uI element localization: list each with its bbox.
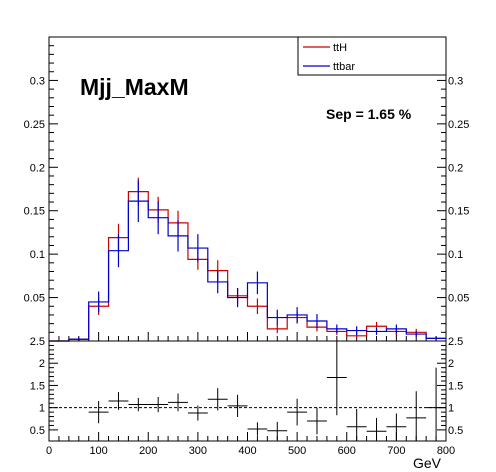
chart-title: Mjj_MaxM — [80, 74, 189, 100]
bottom-xtick-label: 0 — [46, 445, 52, 457]
ratio-points — [88, 341, 446, 441]
legend-box — [297, 36, 447, 76]
bottom-xtick-label: 800 — [437, 445, 455, 457]
top-ytick-label-right: 0.2 — [448, 162, 463, 174]
bottom-ytick-label-right: 1.5 — [448, 380, 463, 392]
bottom-axes: 0.5 0.5 1 1 1.5 1.5 2 2 2.5 2.5 0 100 200 300 400 500 60… — [30, 336, 464, 457]
bottom-ytick-label-left: 1.5 — [30, 380, 45, 392]
top-histograms — [49, 177, 446, 342]
x-axis-unit: GeV — [413, 455, 442, 471]
top-ytick-label-right: 0.1 — [448, 249, 463, 261]
bottom-ytick-label-left: 2.5 — [30, 336, 45, 348]
bottom-ytick-label-left: 0.5 — [30, 425, 45, 437]
bottom-xtick-label: 500 — [288, 445, 306, 457]
top-ytick-label-right: 0.05 — [448, 293, 469, 305]
bottom-xtick-label: 200 — [139, 445, 157, 457]
top-ytick-label-left: 0.15 — [24, 206, 45, 218]
bottom-xtick-label: 300 — [189, 445, 207, 457]
hist-line-ttbar — [49, 200, 446, 342]
top-ytick-label-left: 0.25 — [24, 119, 45, 131]
bottom-panel-frame — [48, 340, 447, 442]
bottom-ytick-label-right: 1 — [448, 403, 454, 415]
bottom-ytick-label-right: 0.5 — [448, 425, 463, 437]
bottom-ytick-label-left: 1 — [39, 403, 45, 415]
bottom-ytick-label-left: 2 — [39, 358, 45, 370]
legend-label-ttH: ttH — [333, 42, 347, 54]
top-axes: 0.05 0.05 0.1 0.1 0.15 0.15 0.2 0.2 0.25 0.25 0.3 0… — [24, 45, 469, 341]
legend-label-ttbar: ttbar — [333, 61, 355, 73]
legend: ttH ttbar — [297, 36, 447, 76]
bottom-xtick-label: 700 — [387, 445, 405, 457]
top-ytick-label-left: 0.1 — [30, 249, 45, 261]
top-ytick-label-right: 0.25 — [448, 119, 469, 131]
top-ytick-label-left: 0.3 — [30, 75, 45, 87]
top-ytick-label-right: 0.15 — [448, 206, 469, 218]
bottom-xtick-label: 600 — [338, 445, 356, 457]
top-ytick-label-left: 0.05 — [24, 293, 45, 305]
bottom-xtick-label: 100 — [89, 445, 107, 457]
top-ytick-label-right: 0.3 — [448, 75, 463, 87]
separation-annotation: Sep = 1.65 % — [326, 106, 412, 122]
bottom-ytick-label-right: 2 — [448, 358, 454, 370]
top-ytick-label-left: 0.2 — [30, 162, 45, 174]
bottom-xtick-label: 400 — [238, 445, 256, 457]
bottom-ytick-label-right: 2.5 — [448, 336, 463, 348]
